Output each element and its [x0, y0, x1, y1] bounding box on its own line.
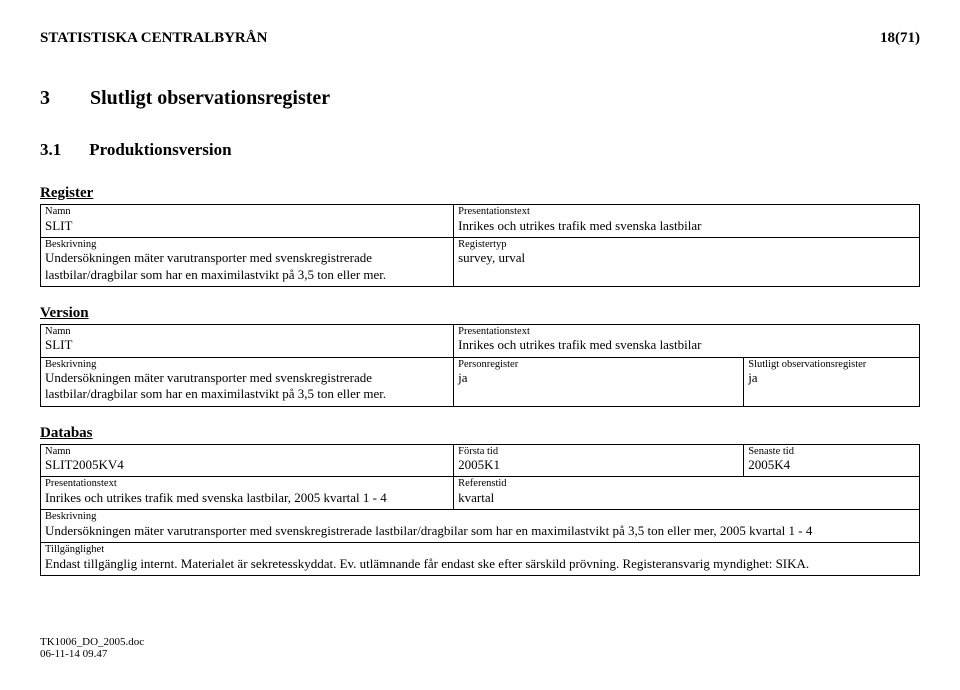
register-beskrivning: Undersökningen mäter varutransporter med… [45, 250, 449, 283]
section-title: 3 Slutligt observationsregister [40, 87, 920, 110]
label-presentationstext: Presentationstext [458, 206, 915, 218]
label-beskrivning: Beskrivning [45, 511, 915, 523]
label-personregister: Personregister [458, 359, 739, 371]
register-heading: Register [40, 185, 920, 202]
databas-block: Databas Namn SLIT2005KV4 Första tid 2005… [40, 425, 920, 576]
version-personregister: ja [458, 370, 739, 386]
label-presentationstext: Presentationstext [45, 478, 449, 490]
register-table: Namn SLIT Presentationstext Inrikes och … [40, 204, 920, 287]
databas-referenstid: kvartal [458, 490, 915, 506]
label-beskrivning: Beskrivning [45, 359, 449, 371]
section-text: Slutligt observationsregister [90, 87, 330, 109]
databas-namn: SLIT2005KV4 [45, 457, 449, 473]
label-namn: Namn [45, 446, 449, 458]
label-namn: Namn [45, 206, 449, 218]
label-namn: Namn [45, 326, 449, 338]
databas-presentationstext: Inrikes och utrikes trafik med svenska l… [45, 490, 449, 506]
label-slutligt: Slutligt observationsregister [748, 359, 915, 371]
databas-heading: Databas [40, 425, 920, 442]
register-registertyp: survey, urval [458, 250, 915, 266]
page-footer: TK1006_DO_2005.doc 06-11-14 09.47 [40, 636, 920, 660]
version-presentationstext: Inrikes och utrikes trafik med svenska l… [458, 337, 915, 353]
label-senaste-tid: Senaste tid [748, 446, 915, 458]
label-forsta-tid: Första tid [458, 446, 739, 458]
label-referenstid: Referenstid [458, 478, 915, 490]
subsection-title: 3.1 Produktionsversion [40, 140, 920, 160]
version-namn: SLIT [45, 337, 449, 353]
header-org: STATISTISKA CENTRALBYRÅN [40, 30, 267, 47]
register-namn: SLIT [45, 218, 449, 234]
footer-timestamp: 06-11-14 09.47 [40, 648, 920, 660]
register-presentationstext: Inrikes och utrikes trafik med svenska l… [458, 218, 915, 234]
databas-tillganglighet: Endast tillgänglig internt. Materialet ä… [45, 556, 915, 572]
version-beskrivning: Undersökningen mäter varutransporter med… [45, 370, 449, 403]
label-beskrivning: Beskrivning [45, 239, 449, 251]
section-number: 3 [40, 87, 85, 110]
databas-beskrivning: Undersökningen mäter varutransporter med… [45, 523, 915, 539]
header-page-of: 18(71) [880, 30, 920, 47]
register-block: Register Namn SLIT Presentationstext Inr… [40, 185, 920, 287]
label-tillganglighet: Tillgänglighet [45, 544, 915, 556]
page-header: STATISTISKA CENTRALBYRÅN 18(71) [40, 30, 920, 47]
subsection-text: Produktionsversion [89, 140, 231, 159]
footer-filename: TK1006_DO_2005.doc [40, 636, 920, 648]
databas-forsta-tid: 2005K1 [458, 457, 739, 473]
version-slutligt: ja [748, 370, 915, 386]
version-table: Namn SLIT Presentationstext Inrikes och … [40, 324, 920, 407]
subsection-number: 3.1 [40, 140, 85, 160]
databas-senaste-tid: 2005K4 [748, 457, 915, 473]
version-heading: Version [40, 305, 920, 322]
label-registertyp: Registertyp [458, 239, 915, 251]
label-presentationstext: Presentationstext [458, 326, 915, 338]
version-block: Version Namn SLIT Presentationstext Inri… [40, 305, 920, 407]
databas-table: Namn SLIT2005KV4 Första tid 2005K1 Senas… [40, 444, 920, 576]
